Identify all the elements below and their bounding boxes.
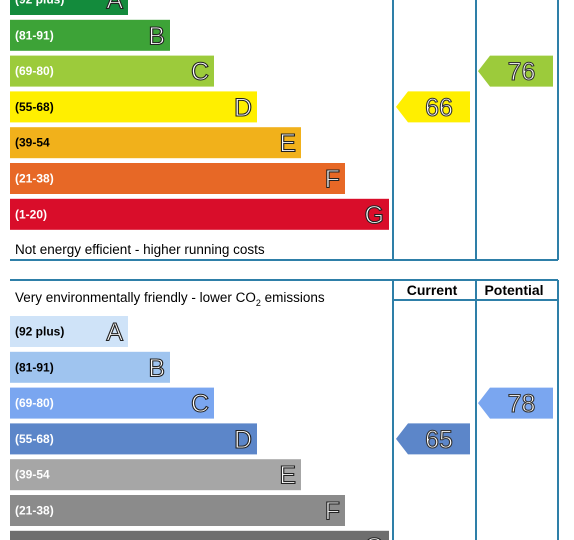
environmental-band-e-bar — [10, 459, 301, 491]
energy-band-f-letter: F — [325, 166, 340, 194]
environmental-potential-rating-arrow — [478, 387, 553, 419]
environmental-band-c-letter: C — [191, 390, 209, 418]
energy-band-a-letter: A — [106, 0, 123, 15]
energy-band-d-bar — [10, 91, 257, 123]
environmental-potential-rating: 78 — [478, 387, 553, 419]
environmental-band-c-range: (69-80) — [15, 396, 54, 410]
energy-potential-rating: 76 — [478, 55, 553, 87]
environmental-band-b-bar — [10, 351, 170, 383]
energy-current-rating-arrow — [396, 91, 470, 123]
environmental-band-f-bar — [10, 495, 345, 526]
energy-potential-rating-value: 76 — [508, 58, 536, 86]
energy-band-g-letter: G — [365, 201, 384, 229]
potential-column-header: Potential — [484, 282, 543, 298]
energy-band-e-bar — [10, 127, 301, 159]
energy-potential-rating-arrow — [478, 55, 553, 87]
environmental-band-c: (69-80) C — [10, 387, 214, 419]
top-bottom-note: Not energy efficient - higher running co… — [15, 242, 265, 257]
current-column-header: Current — [407, 282, 458, 298]
environmental-band-g-bar — [10, 530, 389, 540]
environmental-band-f-range: (21-38) — [15, 504, 54, 518]
bottom-marker-group: 65 78 — [396, 387, 553, 454]
environmental-band-b-range: (81-91) — [15, 360, 54, 374]
environmental-band-b: (81-91) B — [10, 351, 170, 383]
energy-band-b-bar — [10, 19, 170, 51]
energy-band-f-bar — [10, 163, 345, 194]
environmental-current-rating: 65 — [396, 423, 470, 454]
energy-current-rating-value: 66 — [425, 94, 453, 122]
environmental-potential-rating-value: 78 — [508, 390, 536, 418]
environmental-impact-chart: Very environmentally friendly - lower CO… — [10, 279, 559, 540]
environmental-band-d: (55-68) D — [10, 423, 257, 454]
energy-band-c: (69-80) C — [10, 55, 214, 87]
environmental-band-f-letter: F — [325, 498, 340, 526]
energy-band-b: (81-91) B — [10, 19, 170, 51]
environmental-band-d-range: (55-68) — [15, 432, 54, 446]
environmental-band-b-letter: B — [148, 354, 165, 382]
energy-current-rating: 66 — [396, 91, 470, 122]
bottom-top-note: Very environmentally friendly - lower CO… — [15, 290, 325, 308]
environmental-band-g-letter: G — [365, 533, 384, 540]
energy-band-a-range: (92 plus) — [15, 0, 64, 7]
environmental-band-e-letter: E — [279, 462, 296, 490]
energy-band-b-range: (81-91) — [15, 28, 54, 42]
bottom-band-group: (92 plus) A (81-91) B (69-80) C (55-68) D (39-54… — [10, 316, 389, 540]
energy-band-e-letter: E — [279, 130, 296, 158]
environmental-band-e-range: (39-54 — [15, 468, 50, 482]
environmental-band-g: G — [10, 530, 389, 540]
energy-band-d-letter: D — [234, 94, 252, 122]
environmental-band-e: (39-54 E — [10, 459, 301, 490]
top-band-group: (92 plus) A (81-91) B (69-80) C (55-68) D (39-54… — [10, 0, 389, 230]
energy-band-a: (92 plus) A — [10, 0, 128, 15]
environmental-band-a-bar — [10, 316, 128, 347]
environmental-band-a-range: (92 plus) — [15, 325, 64, 339]
environmental-current-rating-value: 65 — [425, 426, 453, 454]
environmental-current-rating-arrow — [396, 423, 470, 455]
energy-band-e: (39-54 E — [10, 127, 301, 158]
energy-band-b-letter: B — [148, 22, 165, 50]
energy-band-f: (21-38) F — [10, 163, 345, 194]
environmental-band-a-letter: A — [106, 319, 123, 347]
energy-band-e-range: (39-54 — [15, 136, 50, 150]
energy-efficiency-chart: (92 plus) A (81-91) B (69-80) C (55-68) D (39-54… — [10, 0, 559, 261]
top-marker-group: 66 76 — [396, 55, 553, 122]
energy-band-d: (55-68) D — [10, 91, 257, 122]
environmental-band-a: (92 plus) A — [10, 316, 128, 347]
energy-band-a-bar — [10, 0, 128, 15]
energy-band-c-bar — [10, 55, 214, 87]
energy-band-f-range: (21-38) — [15, 172, 54, 186]
environmental-band-f: (21-38) F — [10, 495, 345, 526]
environmental-band-c-bar — [10, 387, 214, 419]
environmental-band-d-bar — [10, 423, 257, 455]
energy-band-g-range: (1-20) — [15, 207, 47, 221]
energy-band-d-range: (55-68) — [15, 100, 54, 114]
energy-band-c-letter: C — [191, 58, 209, 86]
environmental-band-d-letter: D — [234, 426, 252, 454]
energy-band-g: (1-20) G — [10, 198, 389, 230]
energy-band-g-bar — [10, 198, 389, 230]
energy-band-c-range: (69-80) — [15, 64, 54, 78]
